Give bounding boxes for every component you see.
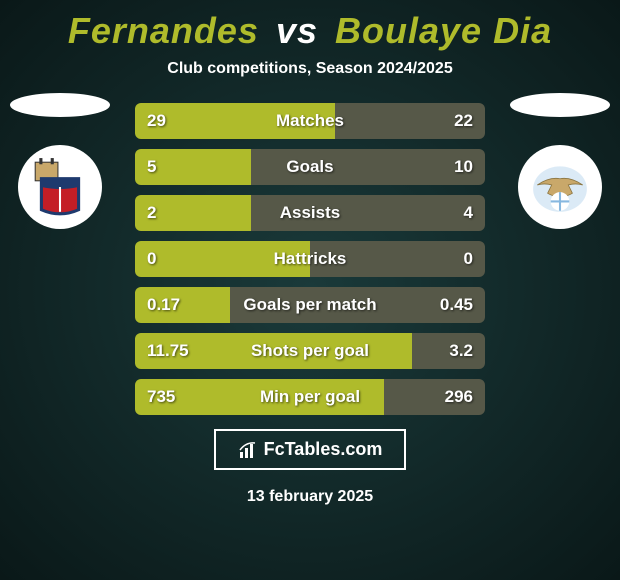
fctables-logo: FcTables.com (214, 429, 407, 470)
player2-name: Boulaye Dia (335, 10, 552, 51)
stat-value-right: 10 (454, 149, 473, 185)
left-team-column (10, 93, 110, 229)
flag-icon (510, 93, 610, 117)
stat-value-right: 0.45 (440, 287, 473, 323)
stat-value-left: 2 (147, 195, 156, 231)
stat-row: 735Min per goal296 (135, 379, 485, 415)
stat-label: Min per goal (135, 379, 485, 415)
vs-text: vs (276, 10, 318, 51)
braga-crest-icon (29, 156, 91, 218)
stat-label: Goals (135, 149, 485, 185)
lazio-crest-icon (529, 156, 591, 218)
source-logo-block: FcTables.com (0, 429, 620, 470)
comparison-content: 29Matches225Goals102Assists40Hattricks00… (0, 103, 620, 423)
team-badge-braga (18, 145, 102, 229)
stat-value-left: 0 (147, 241, 156, 277)
stat-value-left: 735 (147, 379, 175, 415)
stat-value-left: 11.75 (147, 333, 189, 369)
stat-value-right: 296 (445, 379, 473, 415)
player1-name: Fernandes (68, 10, 259, 51)
bars-icon (238, 440, 258, 460)
stat-label: Goals per match (135, 287, 485, 323)
stat-label: Hattricks (135, 241, 485, 277)
stat-value-left: 5 (147, 149, 156, 185)
team-badge-lazio (518, 145, 602, 229)
stat-row: 0Hattricks0 (135, 241, 485, 277)
stat-row: 11.75Shots per goal3.2 (135, 333, 485, 369)
source-site-name: FcTables.com (264, 439, 383, 460)
stat-value-left: 29 (147, 103, 166, 139)
stat-value-right: 0 (464, 241, 473, 277)
right-team-column (510, 93, 610, 229)
stat-label: Matches (135, 103, 485, 139)
stat-row: 2Assists4 (135, 195, 485, 231)
stat-bars: 29Matches225Goals102Assists40Hattricks00… (135, 103, 485, 415)
flag-icon (10, 93, 110, 117)
page-title: Fernandes vs Boulaye Dia (0, 0, 620, 52)
stat-row: 0.17Goals per match0.45 (135, 287, 485, 323)
stat-row: 29Matches22 (135, 103, 485, 139)
stat-row: 5Goals10 (135, 149, 485, 185)
stat-value-right: 3.2 (449, 333, 473, 369)
stat-value-right: 4 (464, 195, 473, 231)
stat-value-left: 0.17 (147, 287, 180, 323)
subtitle: Club competitions, Season 2024/2025 (0, 60, 620, 78)
stat-value-right: 22 (454, 103, 473, 139)
date-label: 13 february 2025 (0, 488, 620, 506)
stat-label: Assists (135, 195, 485, 231)
